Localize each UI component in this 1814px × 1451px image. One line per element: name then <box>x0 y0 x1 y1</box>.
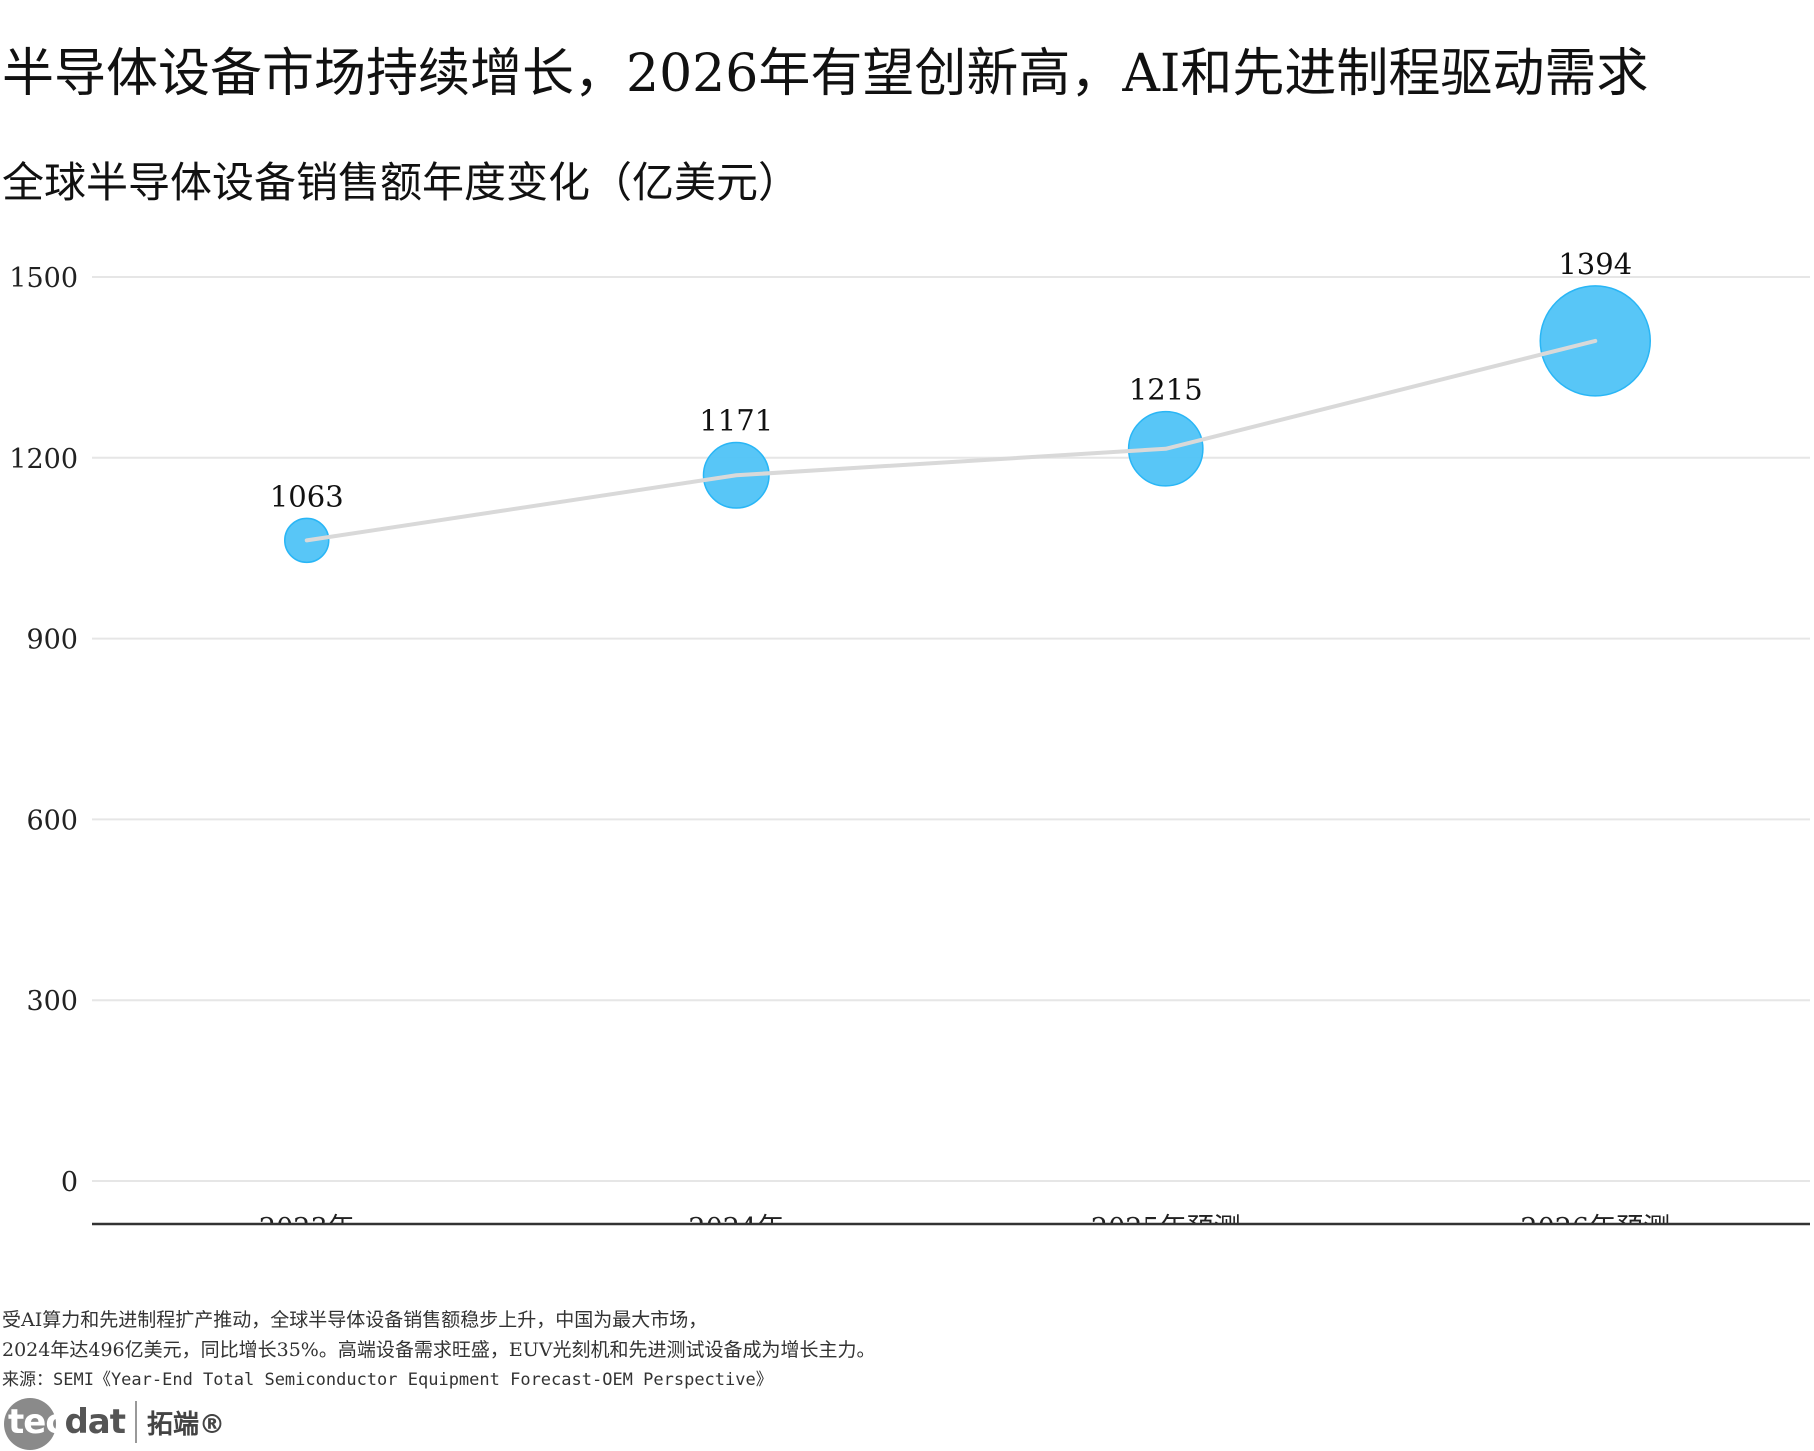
x-tick-label: 2023年 <box>259 1213 355 1244</box>
chart-subtitle: 全球半导体设备销售额年度变化（亿美元） <box>2 158 801 207</box>
y-tick-label: 0 <box>61 1167 78 1198</box>
logo-chinese-name: 拓端® <box>147 1409 226 1440</box>
x-tick-label: 2026年预测 <box>1520 1213 1670 1244</box>
data-label: 1215 <box>1129 373 1203 407</box>
brand-logo: tecdat 拓端® <box>4 1394 225 1450</box>
y-tick-label: 600 <box>26 805 78 836</box>
x-tick-label: 2024年 <box>688 1213 784 1244</box>
y-tick-label: 900 <box>26 625 78 656</box>
footnote-line-2: 2024年达496亿美元，同比增长35%。高端设备需求旺盛，EUV光刻机和先进测… <box>2 1339 876 1361</box>
y-tick-label: 1500 <box>9 263 78 294</box>
logo-mark: tecdat <box>4 1394 126 1450</box>
chart-title: 半导体设备市场持续增长，2026年有望创新高，AI和先进制程驱动需求 <box>2 44 1649 104</box>
footnote-line-1: 受AI算力和先进制程扩产推动，全球半导体设备销售额稳步上升，中国为最大市场， <box>2 1309 708 1331</box>
y-tick-label: 300 <box>26 986 78 1017</box>
data-label: 1394 <box>1558 247 1632 281</box>
x-tick-label: 2025年预测 <box>1091 1213 1241 1244</box>
bubble-chart: 0 300 600 900 1200 1500 2023年 2024年 2025年预测 2026年… <box>9 247 1810 1244</box>
data-label: 1171 <box>699 404 773 438</box>
logo-word-dark: dat <box>64 1402 126 1442</box>
logo-wordmark: tecdat <box>4 1402 126 1442</box>
logo-word-light: tec <box>8 1402 65 1442</box>
y-tick-label: 1200 <box>9 444 78 475</box>
trend-line <box>304 338 1598 543</box>
logo-divider <box>135 1401 138 1443</box>
logo-circle-icon <box>4 1398 56 1450</box>
data-label: 1063 <box>270 479 344 513</box>
source-note: 来源：SEMI《Year-End Total Semiconductor Equ… <box>2 1370 773 1390</box>
